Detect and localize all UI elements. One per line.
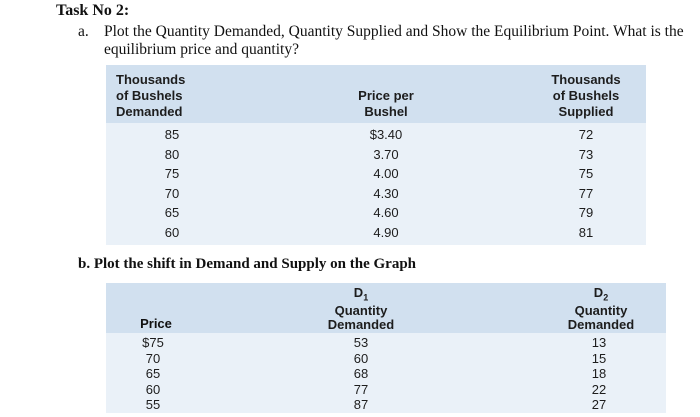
d2-line1: Quantity [574, 302, 628, 318]
question-a-marker: a. [78, 23, 89, 40]
table-cell: 13 [591, 335, 607, 350]
table-cell: 18 [591, 366, 607, 381]
header-d1-quantity-demanded: D1 Quantity Demanded [306, 285, 416, 332]
table-cell: 77 [353, 381, 369, 397]
table-cell: 3.70 [373, 146, 399, 162]
table-cell: 60 [164, 224, 180, 240]
table-cell: 75 [164, 166, 180, 181]
table-cell: 75 [578, 166, 594, 181]
table-cell: 72 [578, 127, 594, 142]
table-cell: $75 [142, 335, 164, 350]
question-b: b. Plot the shift in Demand and Supply o… [78, 256, 416, 272]
table-cell: 55 [145, 397, 161, 412]
d1-line2: Demanded [327, 316, 395, 332]
task-title: Task No 2: [56, 2, 130, 19]
table-cell: 27 [591, 397, 607, 412]
d2-line2: Demanded [567, 316, 635, 332]
column-demanded: 85 80 75 70 65 60 [146, 125, 198, 242]
column-d1: 53 60 68 77 87 [331, 335, 391, 413]
table-cell: 4.60 [373, 205, 399, 220]
table-cell: 60 [353, 350, 369, 366]
header-quantity-demanded: Thousands of Bushels Demanded [116, 72, 186, 119]
table-cell: 65 [145, 366, 161, 381]
table-cell: 4.30 [373, 185, 399, 201]
supply-demand-table: Thousands of Bushels Demanded Price per … [106, 65, 646, 245]
table-cell: 15 [591, 350, 607, 366]
table-cell: 22 [591, 381, 607, 397]
table-cell: 85 [164, 127, 180, 142]
table-cell: 53 [353, 335, 369, 350]
column-price: $3.40 3.70 4.00 4.30 4.60 4.90 [351, 125, 421, 242]
table-cell: 68 [353, 366, 369, 381]
table-cell: 65 [164, 205, 180, 220]
header-quantity-supplied: Thousands of Bushels Supplied [551, 72, 621, 119]
table-cell: 70 [164, 185, 180, 201]
table-cell: 77 [578, 185, 594, 201]
demand-shift-table: Price D1 Quantity Demanded D2 Quantity D… [106, 283, 666, 413]
table-cell: 73 [578, 146, 594, 162]
question-a-text: Plot the Quantity Demanded, Quantity Sup… [104, 23, 684, 58]
table-cell: 4.90 [373, 224, 399, 240]
column-d2: 13 15 18 22 27 [574, 335, 624, 413]
header-price-per-bushel: Price per Bushel [358, 88, 414, 119]
table-cell: 70 [145, 350, 161, 366]
table-cell: 87 [353, 397, 369, 412]
table-cell: $3.40 [369, 127, 403, 142]
d1-symbol: D1 [353, 285, 369, 303]
d1-line1: Quantity [334, 302, 388, 318]
table-header-row [106, 65, 646, 123]
table-cell: 79 [578, 205, 594, 220]
column-supplied: 72 73 75 77 79 81 [556, 125, 616, 242]
header-d2-quantity-demanded: D2 Quantity Demanded [546, 285, 656, 332]
table-header-row [106, 283, 666, 333]
table-cell: 60 [145, 381, 161, 397]
table-cell: 81 [578, 224, 594, 240]
table-cell: 4.00 [373, 166, 399, 181]
d2-symbol: D2 [593, 285, 609, 303]
header-price: Price [140, 316, 172, 331]
column-price: $75 70 65 60 55 [130, 335, 176, 413]
table-cell: 80 [164, 146, 180, 162]
